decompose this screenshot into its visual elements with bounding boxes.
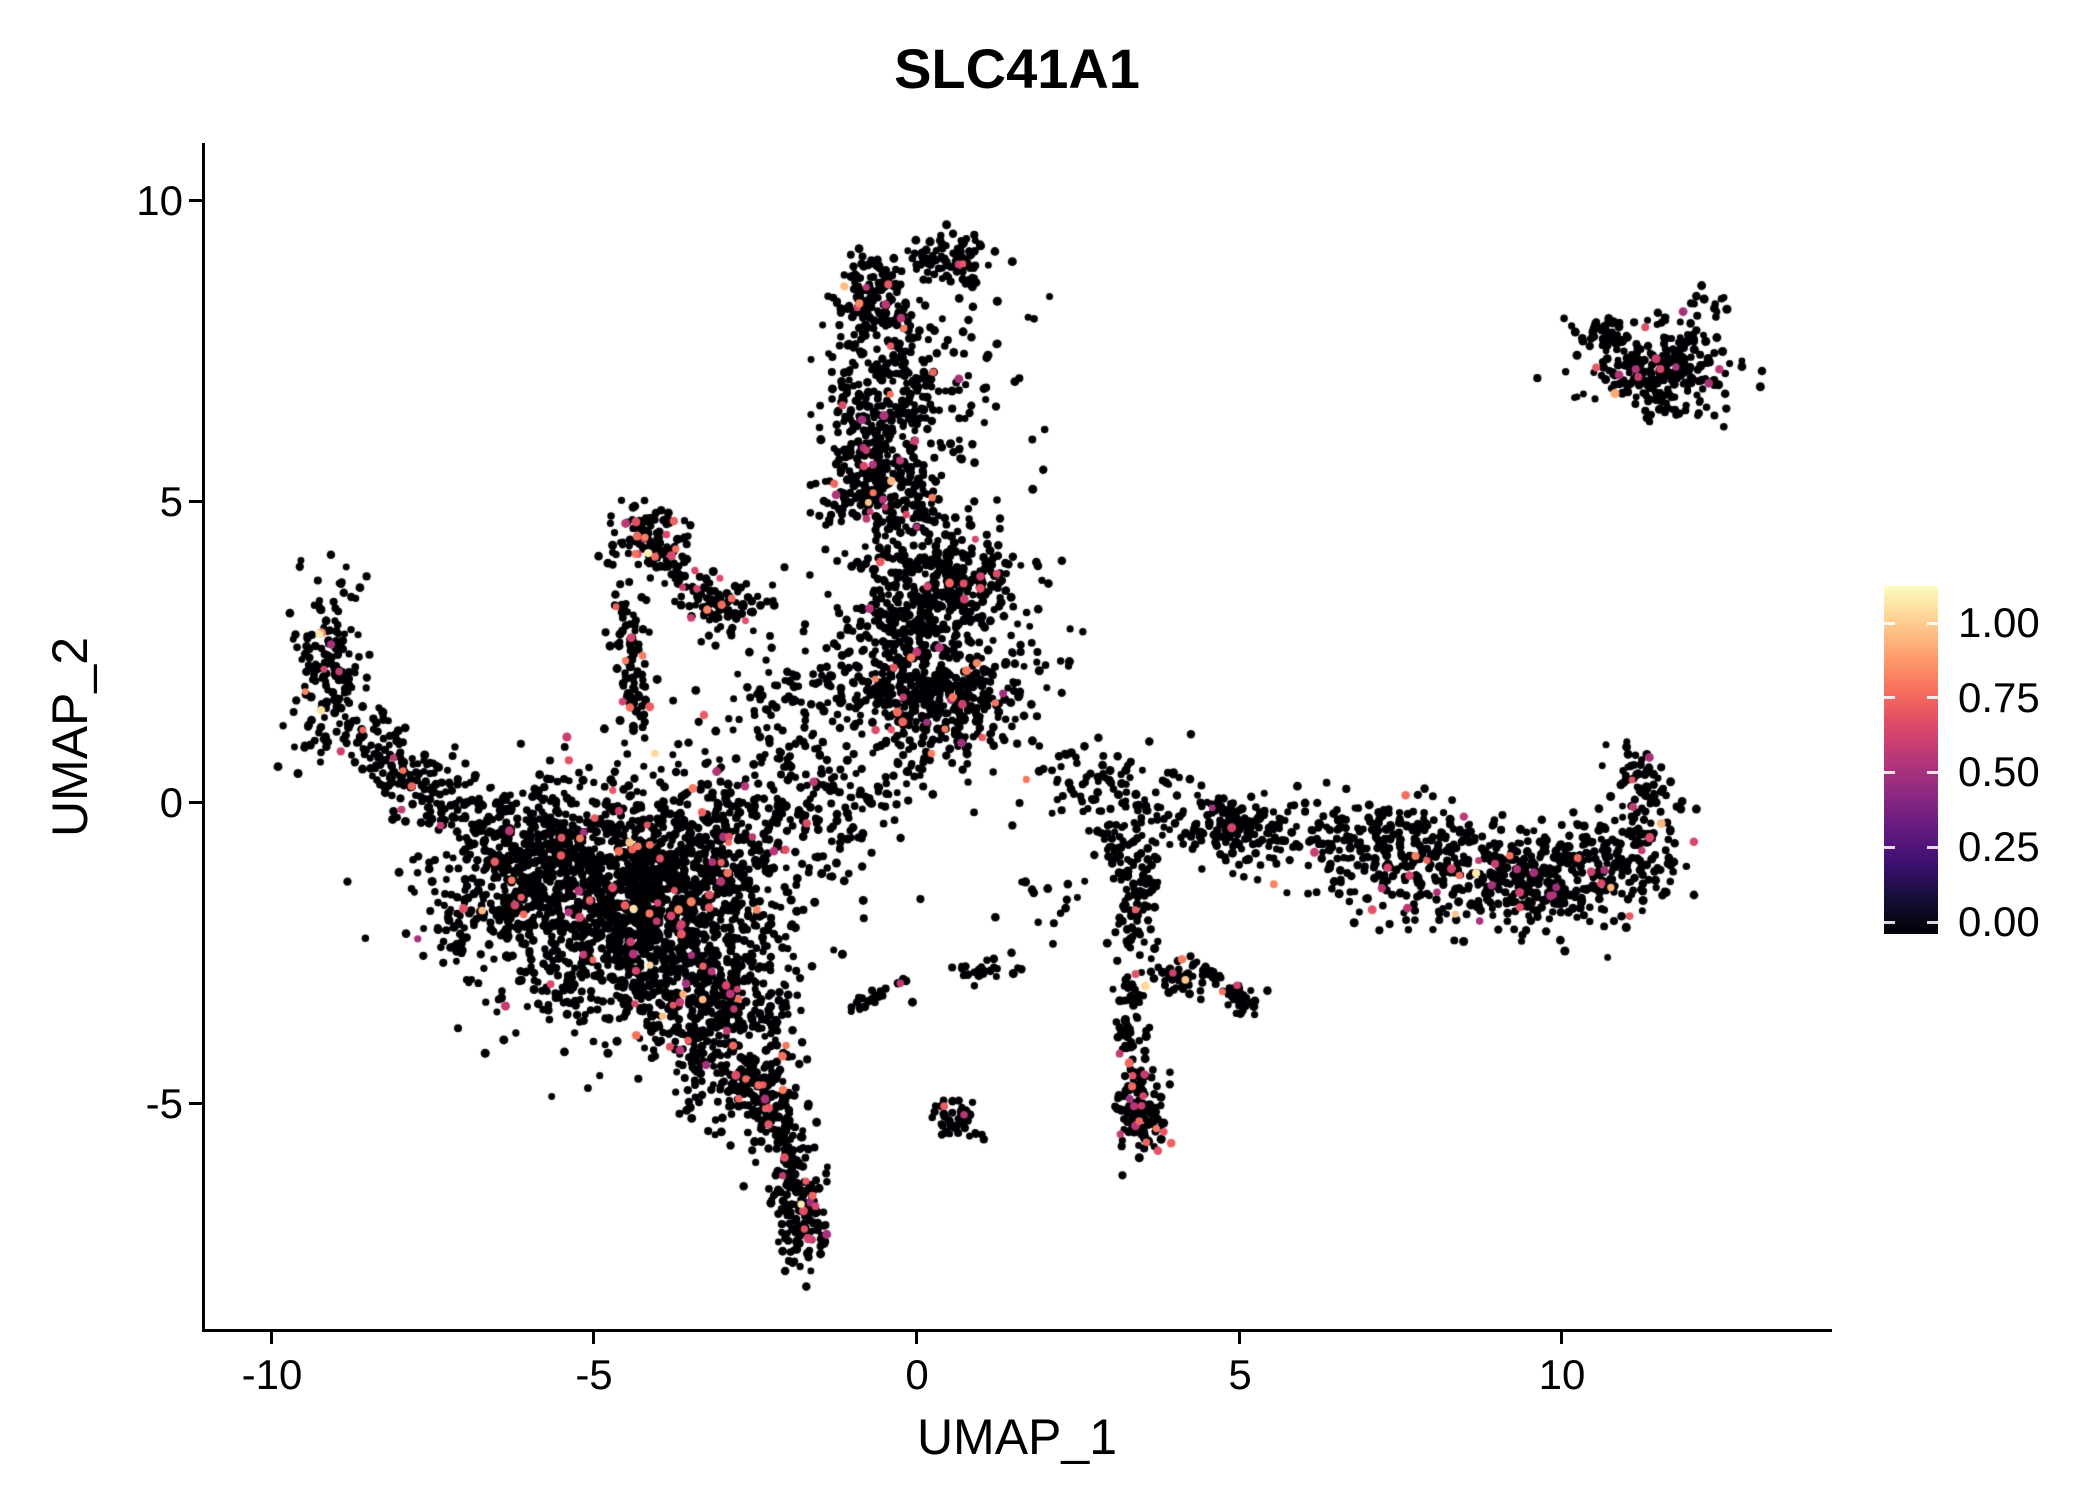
colorbar-label: 1.00: [1958, 599, 2040, 646]
x-tick-label: 10: [1538, 1351, 1586, 1398]
y-tick-label: 10: [136, 177, 183, 224]
colorbar-tick: [1927, 621, 1938, 625]
x-axis-tick: [1238, 1331, 1241, 1344]
colorbar-tick: [1884, 771, 1895, 774]
y-axis-tick: [189, 801, 202, 804]
y-axis-title: UMAP_2: [42, 636, 98, 838]
colorbar-label: 0.75: [1958, 674, 2040, 721]
x-axis-tick: [592, 1331, 595, 1344]
x-axis-tick: [270, 1331, 273, 1344]
y-tick-label: -5: [145, 1080, 183, 1127]
x-tick-label: -5: [575, 1351, 613, 1398]
colorbar-tick: [1884, 920, 1895, 924]
colorbar-tick: [1927, 771, 1938, 774]
colorbar-label: 0.25: [1958, 823, 2040, 870]
y-axis-tick: [189, 199, 202, 202]
y-tick-label: 5: [159, 478, 183, 525]
y-tick-label: 0: [159, 779, 183, 826]
x-tick-label: -10: [241, 1351, 303, 1398]
colorbar-label: 0.00: [1958, 898, 2040, 945]
x-axis-tick: [915, 1331, 918, 1344]
x-tick-label: 5: [1228, 1351, 1252, 1398]
plot-title: SLC41A1: [894, 37, 1140, 100]
colorbar-tick: [1927, 920, 1938, 924]
x-axis-title: UMAP_1: [916, 1409, 1118, 1465]
x-axis-tick: [1560, 1331, 1563, 1344]
x-axis-line: [202, 1329, 1832, 1332]
colorbar-tick: [1884, 621, 1895, 625]
y-axis-tick: [189, 500, 202, 503]
colorbar-tick: [1884, 845, 1895, 849]
y-axis-tick: [189, 1102, 202, 1105]
y-axis-line: [202, 143, 205, 1332]
colorbar-label: 0.50: [1958, 748, 2040, 795]
colorbar-tick: [1927, 845, 1938, 849]
x-tick-label: 0: [905, 1351, 929, 1398]
colorbar-gradient: [1884, 586, 1938, 934]
colorbar-tick: [1884, 696, 1895, 700]
colorbar-tick: [1927, 696, 1938, 700]
